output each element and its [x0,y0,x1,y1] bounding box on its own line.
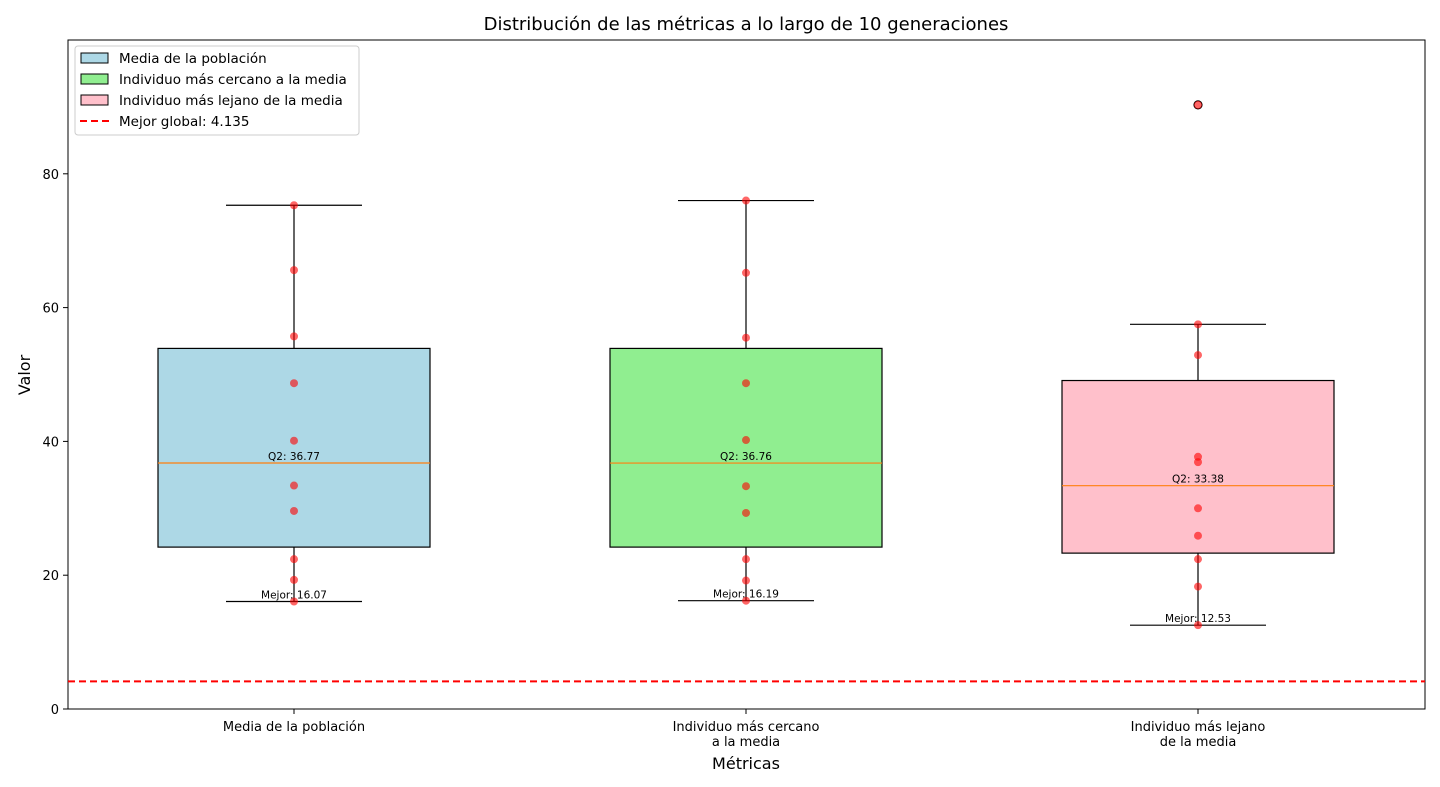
y-tick-label: 40 [42,435,59,450]
x-tick-label: Individuo más lejano [1131,720,1266,735]
legend-entry-label: Mejor global: 4.135 [119,114,249,130]
x-tick-label: a la media [712,735,780,750]
data-point [290,332,298,341]
x-axis-label: Métricas [712,754,780,773]
data-point [1194,531,1202,540]
box-group: Q2: 36.77 Mejor: 16.07 [157,201,431,606]
data-point [290,266,298,275]
data-point [1194,621,1202,630]
box-group: Q2: 33.38 Mejor: 12.53 [1061,100,1335,630]
legend-frame [74,45,360,136]
chart-title: Distribución de las métricas a lo largo … [484,14,1009,35]
data-point [742,482,750,491]
y-axis-label: Valor [15,354,34,395]
best-label: Mejor: 16.07 [261,589,327,601]
box-group: Q2: 36.76 Mejor: 16.19 [609,196,883,605]
boxes: Q2: 36.77 Mejor: 16.07 Q2: 36.76 Mejor: 16.… [157,100,1335,630]
box [157,347,431,548]
x-tick-label: de la media [1160,735,1237,750]
data-point [742,268,750,277]
data-point [290,379,298,388]
data-point [290,575,298,584]
box [1061,379,1335,554]
median-label: Q2: 36.77 [268,451,320,463]
data-point [290,201,298,210]
legend-entry-label: Individuo más cercano a la media [119,72,347,88]
box [609,347,883,548]
legend-swatch [80,94,109,106]
data-point [1194,555,1202,564]
y-tick-label: 60 [42,302,59,317]
data-point [290,555,298,564]
legend-entry-label: Individuo más lejano de la media [119,93,343,109]
data-point [290,436,298,445]
y-tick-label: 20 [42,569,59,584]
best-label: Mejor: 16.19 [713,589,779,601]
data-point [290,597,298,606]
data-point [742,333,750,342]
data-point [1194,458,1202,467]
data-point [742,508,750,517]
data-point [742,576,750,585]
data-point [1194,320,1202,329]
data-point [1194,504,1202,513]
x-tick-label: Individuo más cercano [673,720,820,735]
data-point [742,596,750,605]
y-tick-label: 80 [42,168,59,183]
legend-swatch [80,52,109,64]
best-label: Mejor: 12.53 [1165,613,1231,625]
legend: Media de la población Individuo más cerca… [74,45,360,136]
y-axis: 0 20 40 60 80 [42,168,68,718]
data-point [742,379,750,388]
data-point [1194,582,1202,591]
legend-entry-label: Media de la población [119,51,267,67]
legend-swatch [80,73,109,85]
data-point [1194,351,1202,360]
y-tick-label: 0 [51,703,59,718]
data-point [1194,100,1202,109]
data-point [742,436,750,445]
x-tick-label: Media de la población [223,720,365,735]
median-label: Q2: 36.76 [720,451,772,463]
data-point [290,481,298,490]
data-point [742,196,750,205]
median-label: Q2: 33.38 [1172,474,1224,486]
data-point [290,506,298,515]
x-axis: Media de la población Individuo más cerca… [223,709,1266,750]
data-point [742,555,750,564]
